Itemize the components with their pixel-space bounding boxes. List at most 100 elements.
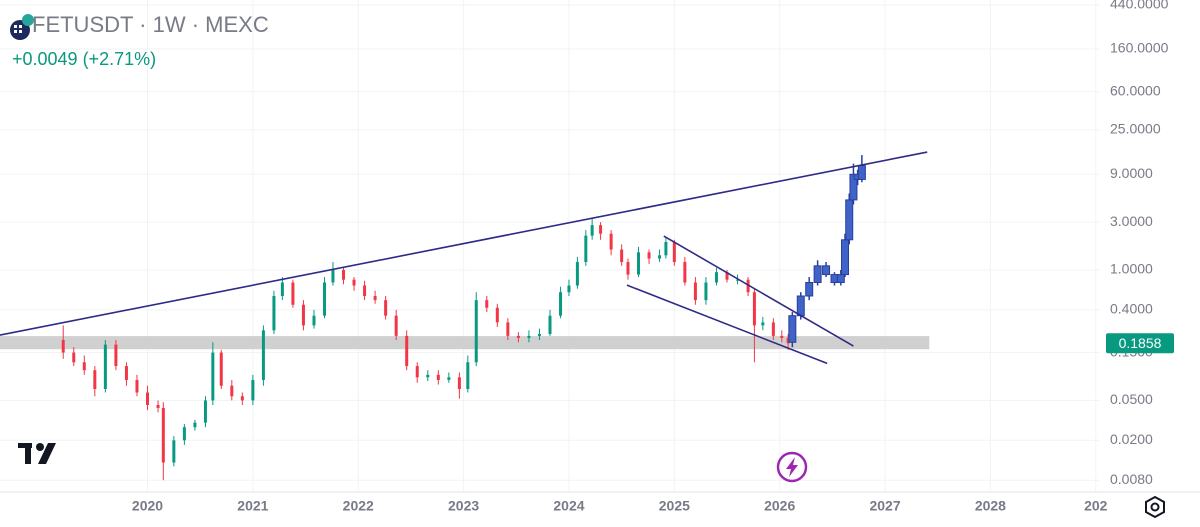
candle-body xyxy=(786,337,790,344)
candle-body xyxy=(280,282,284,296)
candle-body xyxy=(251,379,255,401)
candle-body xyxy=(584,235,588,263)
candle-body xyxy=(135,379,139,393)
candle-body xyxy=(415,366,419,378)
y-tick-label: 160.0000 xyxy=(1110,40,1169,56)
x-tick-label: 2026 xyxy=(764,498,795,514)
candle-body xyxy=(261,330,265,380)
y-tick-label: 0.4000 xyxy=(1110,301,1153,317)
candle-body xyxy=(485,300,489,308)
tv-logo xyxy=(18,443,56,464)
candle-body xyxy=(664,242,668,256)
candle-body xyxy=(714,272,718,283)
candle-body xyxy=(805,281,814,297)
candle-body xyxy=(211,352,215,401)
candle-body xyxy=(822,265,831,276)
candle-body xyxy=(61,340,65,353)
y-tick-label: 0.0080 xyxy=(1110,471,1153,487)
support-zone xyxy=(0,336,930,350)
candle-body xyxy=(841,239,850,276)
candle-body xyxy=(672,242,676,263)
y-tick-label: 3.0000 xyxy=(1110,213,1153,229)
candle-body xyxy=(373,295,377,301)
candle-body xyxy=(704,282,708,301)
candle-body xyxy=(124,366,128,380)
candle-body xyxy=(447,377,451,380)
candle-body xyxy=(474,300,478,363)
candle-body xyxy=(620,249,624,263)
candle-body xyxy=(796,295,805,317)
candle-body xyxy=(93,370,97,389)
candle-body xyxy=(363,285,367,296)
candle-body xyxy=(436,374,440,380)
candle-body xyxy=(172,440,176,463)
x-tick-label: 2023 xyxy=(448,498,479,514)
candle-body xyxy=(771,322,775,336)
candle-body xyxy=(82,362,86,371)
candle-body xyxy=(626,262,630,275)
candle-body xyxy=(72,352,76,363)
candle-body xyxy=(746,279,750,293)
candle-body xyxy=(752,292,756,326)
candle-body xyxy=(849,173,858,201)
candle-body xyxy=(352,279,356,286)
candle-body xyxy=(384,300,388,316)
y-tick-label: 0.0500 xyxy=(1110,391,1153,407)
trend-line xyxy=(663,235,854,347)
x-tick-label: 2024 xyxy=(553,498,584,514)
candle-body xyxy=(637,252,641,275)
candle-body xyxy=(323,282,327,316)
candle-body xyxy=(527,335,531,338)
candle-body xyxy=(203,400,207,423)
candle-body xyxy=(182,427,186,441)
settings-button[interactable] xyxy=(1145,495,1165,519)
candle-body xyxy=(466,362,470,389)
y-tick-label: 0.0200 xyxy=(1110,431,1153,447)
candle-body xyxy=(291,282,295,305)
price-change: +0.0049 (+2.71%) xyxy=(12,49,156,69)
last-price-tag xyxy=(1106,333,1174,354)
candle-body xyxy=(609,233,613,250)
candle-body xyxy=(548,315,552,334)
trend-line xyxy=(626,284,828,365)
x-tick-label: 202 xyxy=(1084,498,1108,514)
symbol-icon xyxy=(10,14,34,40)
candle-body xyxy=(103,344,107,389)
candle-body xyxy=(780,335,784,338)
y-tick-label: 440.0000 xyxy=(1110,0,1169,12)
x-tick-label: 2028 xyxy=(975,498,1006,514)
y-tick-label: 9.0000 xyxy=(1110,165,1153,181)
x-tick-label: 2027 xyxy=(869,498,900,514)
candle-body xyxy=(599,225,603,234)
candle-body xyxy=(394,315,398,336)
candle-body xyxy=(312,315,316,326)
candle-body xyxy=(506,322,510,336)
candle-body xyxy=(683,262,687,283)
candle-body xyxy=(857,165,866,180)
x-tick-label: 2022 xyxy=(343,498,374,514)
candle-body xyxy=(761,322,765,326)
candle-body xyxy=(495,307,499,323)
candle-body xyxy=(567,285,571,293)
candle-body xyxy=(537,333,541,336)
candle-body xyxy=(559,292,563,316)
flash-button[interactable] xyxy=(776,451,808,483)
candle-body xyxy=(457,377,461,389)
candle-body xyxy=(426,374,430,378)
candle-body xyxy=(193,422,197,428)
candle-body xyxy=(240,396,244,401)
candle-body xyxy=(161,407,165,463)
plot xyxy=(0,0,1100,492)
y-tick-label: 25.0000 xyxy=(1110,121,1161,137)
candle-body xyxy=(575,262,579,286)
candle-body xyxy=(405,335,409,367)
candle-body xyxy=(813,265,822,283)
y-tick-label: 1.0000 xyxy=(1110,261,1153,277)
candle-body xyxy=(341,269,345,280)
candle-body xyxy=(516,335,520,338)
candle-body xyxy=(156,404,160,408)
candle-body xyxy=(301,304,305,326)
candle-body xyxy=(590,225,594,236)
candle-body xyxy=(836,274,845,283)
